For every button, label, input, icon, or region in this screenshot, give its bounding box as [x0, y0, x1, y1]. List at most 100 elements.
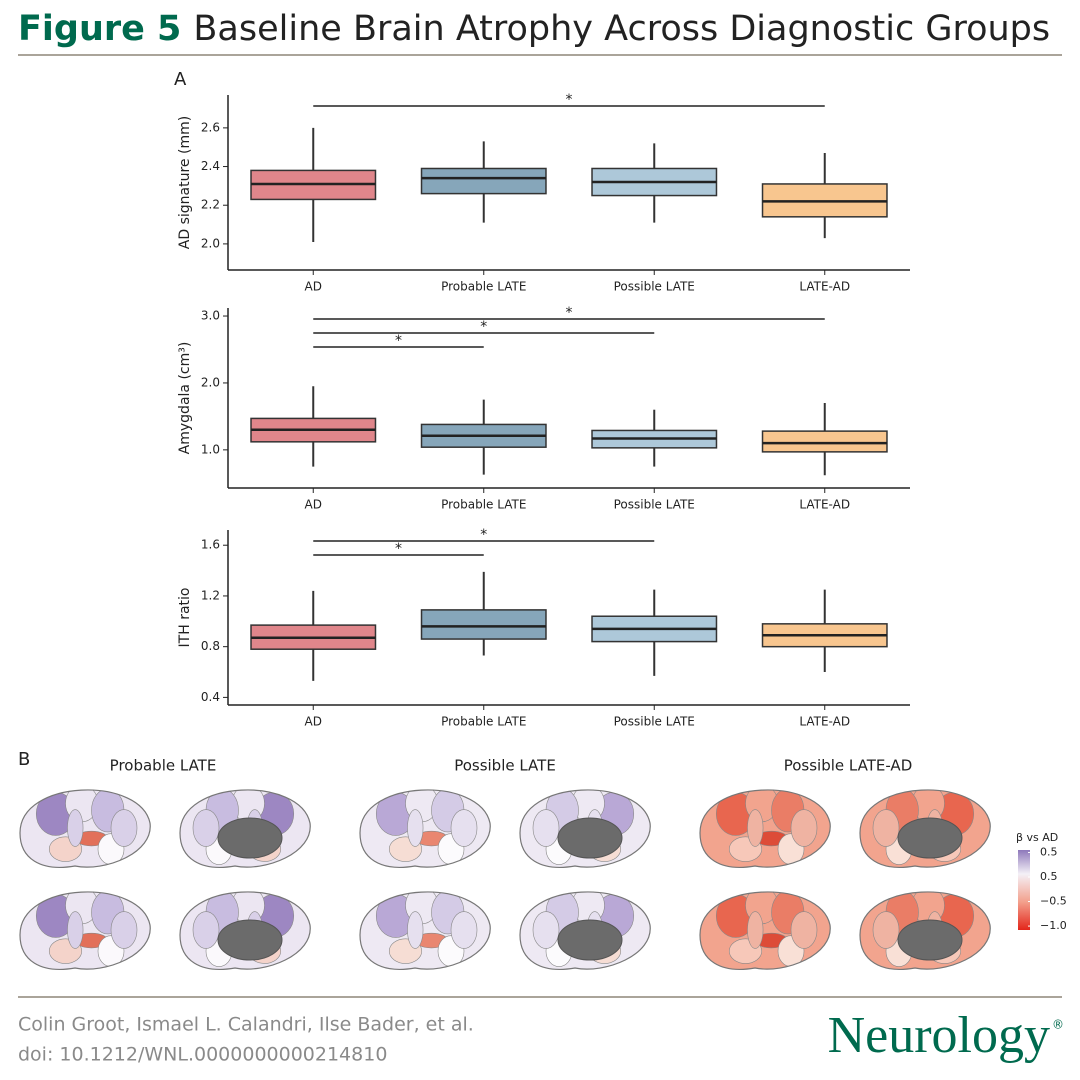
- x-tick-label: Probable LATE: [441, 280, 526, 294]
- y-tick-label: 2.6: [201, 120, 220, 134]
- y-tick-label: 0.8: [201, 639, 220, 653]
- box: [761, 430, 888, 453]
- brain-group-title: Possible LATE-AD: [784, 757, 913, 775]
- brain-medial-wall: [897, 817, 963, 859]
- brain-surface: [180, 789, 311, 868]
- colorbar-tick-label: −0.5: [1040, 895, 1067, 908]
- brain-region: [67, 809, 84, 847]
- brain-region: [192, 911, 220, 949]
- x-tick-label: Possible LATE: [614, 715, 695, 729]
- y-tick-label: 0.4: [201, 690, 220, 704]
- brain-region: [110, 911, 138, 949]
- brain-outline: [859, 789, 991, 868]
- brain-outline: [519, 789, 651, 868]
- brain-medial-wall: [897, 919, 963, 961]
- brain-outline: [699, 789, 831, 868]
- y-tick-label: 1.6: [201, 538, 220, 552]
- doi: doi: 10.1212/WNL.0000000000214810: [18, 1044, 387, 1066]
- brain-region: [747, 809, 764, 847]
- brain-region: [747, 911, 764, 949]
- brain-region: [407, 809, 424, 847]
- colorbar-tick-label: −1.0: [1040, 919, 1067, 932]
- brain-group-title: Probable LATE: [110, 757, 217, 775]
- colorbar-tick-label: 0.5: [1040, 870, 1058, 883]
- brain-outline: [859, 891, 991, 970]
- brain-region: [450, 809, 478, 847]
- brain-medial-wall: [217, 817, 283, 859]
- y-axis-label: ITH ratio: [177, 588, 193, 648]
- brain-outline: [179, 789, 311, 868]
- brain-outline: [179, 891, 311, 970]
- brain-surface: [360, 891, 491, 970]
- x-tick-label: AD: [305, 280, 322, 294]
- figure-label: Figure 5: [18, 9, 181, 49]
- brain-surface: [520, 891, 651, 970]
- brain-surface: [360, 789, 491, 868]
- box: [420, 609, 547, 640]
- brain-surface: [20, 891, 151, 970]
- brain-region: [790, 911, 818, 949]
- brain-region: [872, 911, 900, 949]
- brain-surface: [180, 891, 311, 970]
- panel-label: A: [174, 69, 187, 90]
- brain-outline: [19, 789, 151, 868]
- brain-surface: [860, 891, 991, 970]
- brain-outline: [699, 891, 831, 970]
- significance-label: *: [566, 92, 573, 108]
- brain-outline: [359, 789, 491, 868]
- y-tick-label: 2.2: [201, 198, 220, 212]
- significance-label: *: [480, 527, 487, 543]
- brain-medial-wall: [217, 919, 283, 961]
- brain-region: [67, 911, 84, 949]
- brain-region: [192, 809, 220, 847]
- panel-label: B: [18, 749, 30, 770]
- figure-heading: Figure 5 Baseline Brain Atrophy Across Di…: [18, 9, 1050, 49]
- brain-region: [110, 809, 138, 847]
- y-tick-label: 2.0: [201, 375, 220, 389]
- significance-label: *: [480, 319, 487, 335]
- x-tick-label: Possible LATE: [614, 280, 695, 294]
- x-tick-label: Probable LATE: [441, 498, 526, 512]
- significance-label: *: [395, 541, 402, 557]
- x-tick-label: AD: [305, 715, 322, 729]
- legend-title: β vs AD: [1016, 831, 1058, 844]
- brain-outline: [519, 891, 651, 970]
- logo-mark: ®: [1052, 1018, 1064, 1032]
- brain-outline: [19, 891, 151, 970]
- brain-surface: [860, 789, 991, 868]
- brain-medial-wall: [557, 817, 623, 859]
- colorbar: [1018, 850, 1030, 930]
- brain-region: [872, 809, 900, 847]
- y-tick-label: 3.0: [201, 309, 220, 323]
- colorbar-tick-label: 0.5: [1040, 845, 1058, 858]
- y-tick-label: 2.0: [201, 236, 220, 250]
- y-axis-label: AD signature (mm): [177, 116, 193, 249]
- brain-region: [407, 911, 424, 949]
- y-tick-label: 1.2: [201, 588, 220, 602]
- y-tick-label: 1.0: [201, 442, 220, 456]
- brain-region: [450, 911, 478, 949]
- brain-medial-wall: [557, 919, 623, 961]
- x-tick-label: LATE-AD: [799, 715, 850, 729]
- brain-region: [532, 809, 560, 847]
- journal-logo: Neurology: [828, 1007, 1050, 1064]
- significance-label: *: [566, 305, 573, 321]
- y-tick-label: 2.4: [201, 159, 220, 173]
- brain-surface: [520, 789, 651, 868]
- authors: Colin Groot, Ismael L. Calandri, Ilse Ba…: [18, 1014, 474, 1036]
- x-tick-label: Possible LATE: [614, 498, 695, 512]
- brain-surface: [20, 789, 151, 868]
- x-tick-label: AD: [305, 498, 322, 512]
- x-tick-label: LATE-AD: [799, 498, 850, 512]
- brain-surface: [700, 789, 831, 868]
- brain-group-title: Possible LATE: [454, 757, 556, 775]
- brain-region: [790, 809, 818, 847]
- brain-surface: [700, 891, 831, 970]
- box: [420, 167, 547, 195]
- brain-outline: [359, 891, 491, 970]
- x-tick-label: Probable LATE: [441, 715, 526, 729]
- x-tick-label: LATE-AD: [799, 280, 850, 294]
- significance-label: *: [395, 333, 402, 349]
- figure-title: Baseline Brain Atrophy Across Diagnostic…: [193, 9, 1050, 49]
